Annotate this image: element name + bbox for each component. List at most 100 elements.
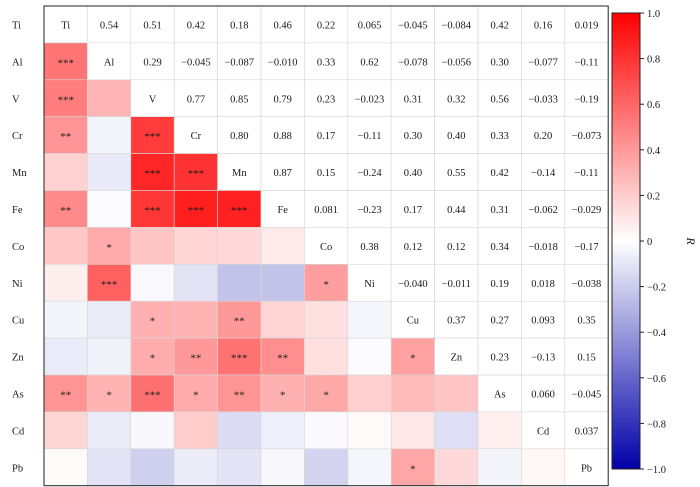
r-label-Ni-As: 0.19: [491, 279, 509, 290]
diag-label-Mn: Mn: [232, 168, 247, 179]
heat-cell-Cd-Zn: [434, 411, 479, 450]
r-label-Ni-Zn: −0.011: [442, 279, 471, 290]
value-cell-Cu-As: [477, 300, 522, 339]
r-label-Cr-Zn: 0.40: [447, 131, 465, 142]
row-label-Zn: Zn: [12, 353, 24, 364]
r-label-As-Pb: −0.045: [572, 389, 602, 400]
heat-cell-Mn-Ti: [43, 153, 88, 191]
colorbar-tick-label: 0: [647, 237, 652, 248]
heat-cell-Cu-Al: [87, 300, 132, 339]
heat-cell-Ni-Co: [304, 263, 349, 302]
r-label-Al-Fe: −0.010: [268, 57, 298, 68]
sig-label-V-Ti: ***: [57, 94, 74, 106]
r-label-Cr-Fe: 0.88: [274, 131, 292, 142]
heat-cell-Cr-Al: [87, 116, 132, 154]
sig-label-Cr-Ti: **: [60, 131, 71, 143]
diag-label-Zn: Zn: [450, 353, 462, 364]
sig-label-As-Mn: **: [234, 389, 245, 401]
heat-cell-Co-Cr: [173, 227, 218, 265]
value-cell-Zn-As: [477, 337, 522, 376]
r-label-Co-Cu: 0.12: [404, 242, 422, 253]
diag-label-Pb: Pb: [581, 463, 592, 474]
heat-cell-Zn-Mn: [217, 337, 262, 376]
colorbar-tick-label: 0.4: [647, 146, 661, 157]
value-cell-Ti-Ni: [347, 5, 392, 44]
r-label-Co-Cd: −0.018: [528, 242, 558, 253]
colorbar-tick-label: −0.4: [647, 328, 667, 339]
heat-cell-Ni-Fe: [260, 263, 305, 302]
diag-cell-Ti: [43, 5, 88, 44]
row-label-Fe: Fe: [12, 205, 23, 216]
r-label-V-Ni: −0.023: [355, 94, 385, 105]
sig-label-Zn-Fe: **: [277, 353, 288, 365]
r-label-Zn-Cd: −0.13: [531, 353, 555, 364]
sig-label-Pb-Cu: *: [410, 463, 416, 475]
r-label-Ti-Mn: 0.18: [230, 20, 248, 31]
r-label-Co-Zn: 0.12: [447, 242, 465, 253]
value-cell-Fe-Ni: [347, 190, 392, 228]
colorbar-tick-label: 0.2: [647, 191, 660, 202]
heat-cell-Al-Ti: [43, 42, 88, 81]
sig-label-Fe-Cr: ***: [188, 205, 205, 217]
value-cell-Al-Cd: [521, 42, 566, 81]
diag-cell-Cu: [390, 300, 435, 339]
heat-cell-Fe-Ti: [43, 190, 88, 228]
sig-label-Fe-V: ***: [144, 205, 161, 217]
value-cell-Al-Cu: [390, 42, 435, 81]
heat-cell-Zn-Fe: [260, 337, 305, 376]
value-cell-Fe-As: [477, 190, 522, 228]
heat-cell-Co-Fe: [260, 227, 305, 265]
r-label-Ti-Cd: 0.16: [534, 20, 552, 31]
value-cell-Al-Zn: [434, 42, 479, 81]
r-label-Mn-Cu: 0.40: [404, 168, 422, 179]
heat-cell-Cd-V: [130, 411, 175, 450]
heat-cell-As-Ti: [43, 374, 88, 413]
diag-label-Ni: Ni: [364, 279, 375, 290]
heat-cell-As-Cu: [390, 374, 435, 413]
r-label-Ti-Pb: 0.019: [575, 20, 599, 31]
row-label-Mn: Mn: [12, 168, 27, 179]
r-label-V-Cd: −0.033: [528, 94, 558, 105]
heat-cell-Zn-Co: [304, 337, 349, 376]
colorbar-tick-label: −0.8: [647, 419, 666, 430]
sig-label-As-Cr: *: [193, 389, 199, 401]
colorbar-tick-label: −0.6: [647, 374, 666, 385]
value-cell-Cu-Cd: [521, 300, 566, 339]
diag-cell-Co: [304, 227, 349, 265]
heat-cell-Pb-As: [477, 448, 522, 486]
heat-cell-Cd-As: [477, 411, 522, 450]
value-cell-Al-Fe: [260, 42, 305, 81]
heat-cell-Co-Ti: [43, 227, 88, 265]
diag-label-Co: Co: [320, 242, 332, 253]
r-label-Co-As: 0.34: [491, 242, 510, 253]
r-label-Al-Ni: 0.62: [360, 57, 378, 68]
r-label-As-Cd: 0.060: [531, 389, 555, 400]
r-label-Mn-Zn: 0.55: [447, 168, 465, 179]
r-label-Al-Pb: −0.11: [575, 57, 599, 68]
heat-cell-Ni-Cr: [173, 263, 218, 302]
r-label-Mn-Pb: −0.11: [575, 168, 599, 179]
value-cell-Al-Cr: [173, 42, 218, 81]
heat-cell-V-Ti: [43, 79, 88, 118]
colorbar-gradient: [611, 12, 641, 470]
r-label-Ni-Cd: 0.018: [531, 279, 555, 290]
colorbar-tick-label: −1.0: [647, 465, 666, 476]
diag-label-Cu: Cu: [407, 316, 420, 327]
value-cell-V-Zn: [434, 79, 479, 118]
r-label-Cr-Mn: 0.80: [230, 131, 248, 142]
r-label-Ni-Pb: −0.038: [572, 279, 602, 290]
diag-label-Cr: Cr: [191, 131, 202, 142]
heat-cell-Zn-Ni: [347, 337, 392, 376]
r-label-Cr-Co: 0.17: [317, 131, 335, 142]
r-label-Ti-Co: 0.22: [317, 20, 335, 31]
value-cell-Cd-Pb: [564, 411, 609, 450]
value-cell-Cr-Zn: [434, 116, 479, 154]
r-label-Ti-Ni: 0.065: [358, 20, 382, 31]
sig-label-Co-Al: *: [106, 242, 112, 254]
value-cell-V-As: [477, 79, 522, 118]
value-cell-Al-Co: [304, 42, 349, 81]
colorbar-tick-label: 0.8: [647, 55, 660, 66]
heat-cell-Ni-Mn: [217, 263, 262, 302]
sig-label-Ni-Al: ***: [101, 279, 118, 291]
